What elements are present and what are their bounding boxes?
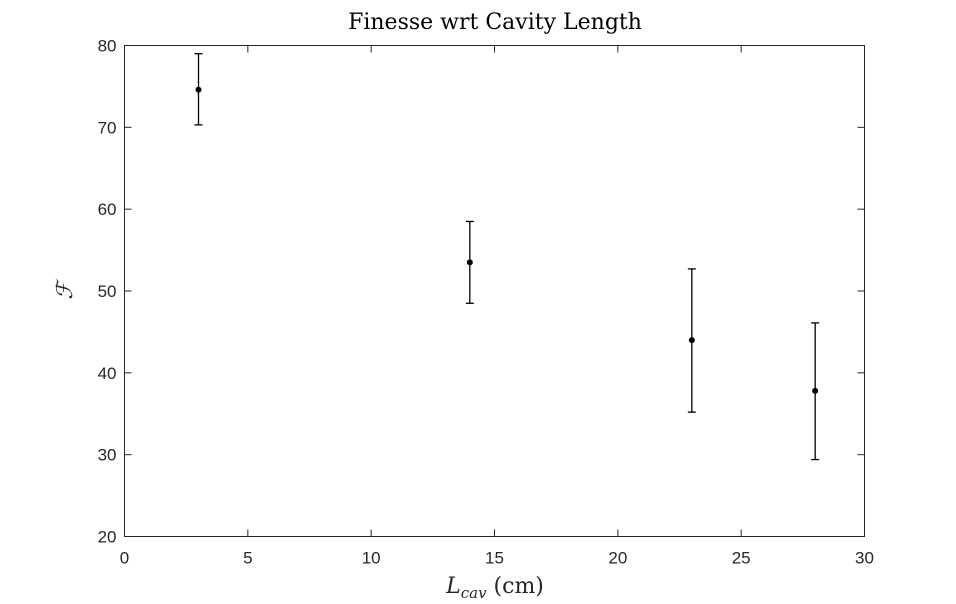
y-tick-label: 30 — [98, 446, 117, 465]
x-axis: 0 5 10 15 20 25 30 — [120, 45, 874, 568]
y-tick-label: 80 — [98, 37, 117, 56]
y-axis: 20 30 40 50 60 70 80 — [98, 37, 865, 547]
y-tick-label: 50 — [98, 282, 117, 301]
y-tick-label: 40 — [98, 364, 117, 383]
y-tick-label: 20 — [98, 528, 117, 547]
data-point — [194, 53, 203, 126]
data-marker — [812, 387, 819, 394]
y-tick-label: 60 — [98, 200, 117, 219]
x-tick-label: 10 — [362, 549, 381, 568]
x-tick-label: 25 — [732, 549, 751, 568]
data-marker — [195, 86, 202, 93]
y-tick-label: 70 — [98, 118, 117, 137]
data-point — [811, 322, 820, 461]
x-tick-label: 20 — [608, 549, 627, 568]
data-marker — [688, 337, 695, 344]
data-marker — [466, 259, 473, 266]
x-axis-label-unit: (cm) — [487, 574, 544, 599]
chart-title: Finesse wrt Cavity Length — [348, 10, 642, 35]
plot-area-frame — [124, 45, 865, 537]
data-point — [465, 220, 474, 304]
x-tick-label: 15 — [485, 549, 504, 568]
x-axis-label-subscript: cav — [461, 584, 487, 602]
x-axis-label: Lcav (cm) — [445, 574, 544, 602]
data-series — [194, 53, 820, 461]
x-tick-label: 5 — [243, 549, 252, 568]
data-point — [687, 268, 696, 413]
x-axis-label-symbol: L — [445, 574, 461, 599]
x-tick-label: 30 — [855, 549, 874, 568]
x-tick-label: 0 — [120, 549, 129, 568]
y-axis-label: ℱ — [53, 279, 78, 300]
